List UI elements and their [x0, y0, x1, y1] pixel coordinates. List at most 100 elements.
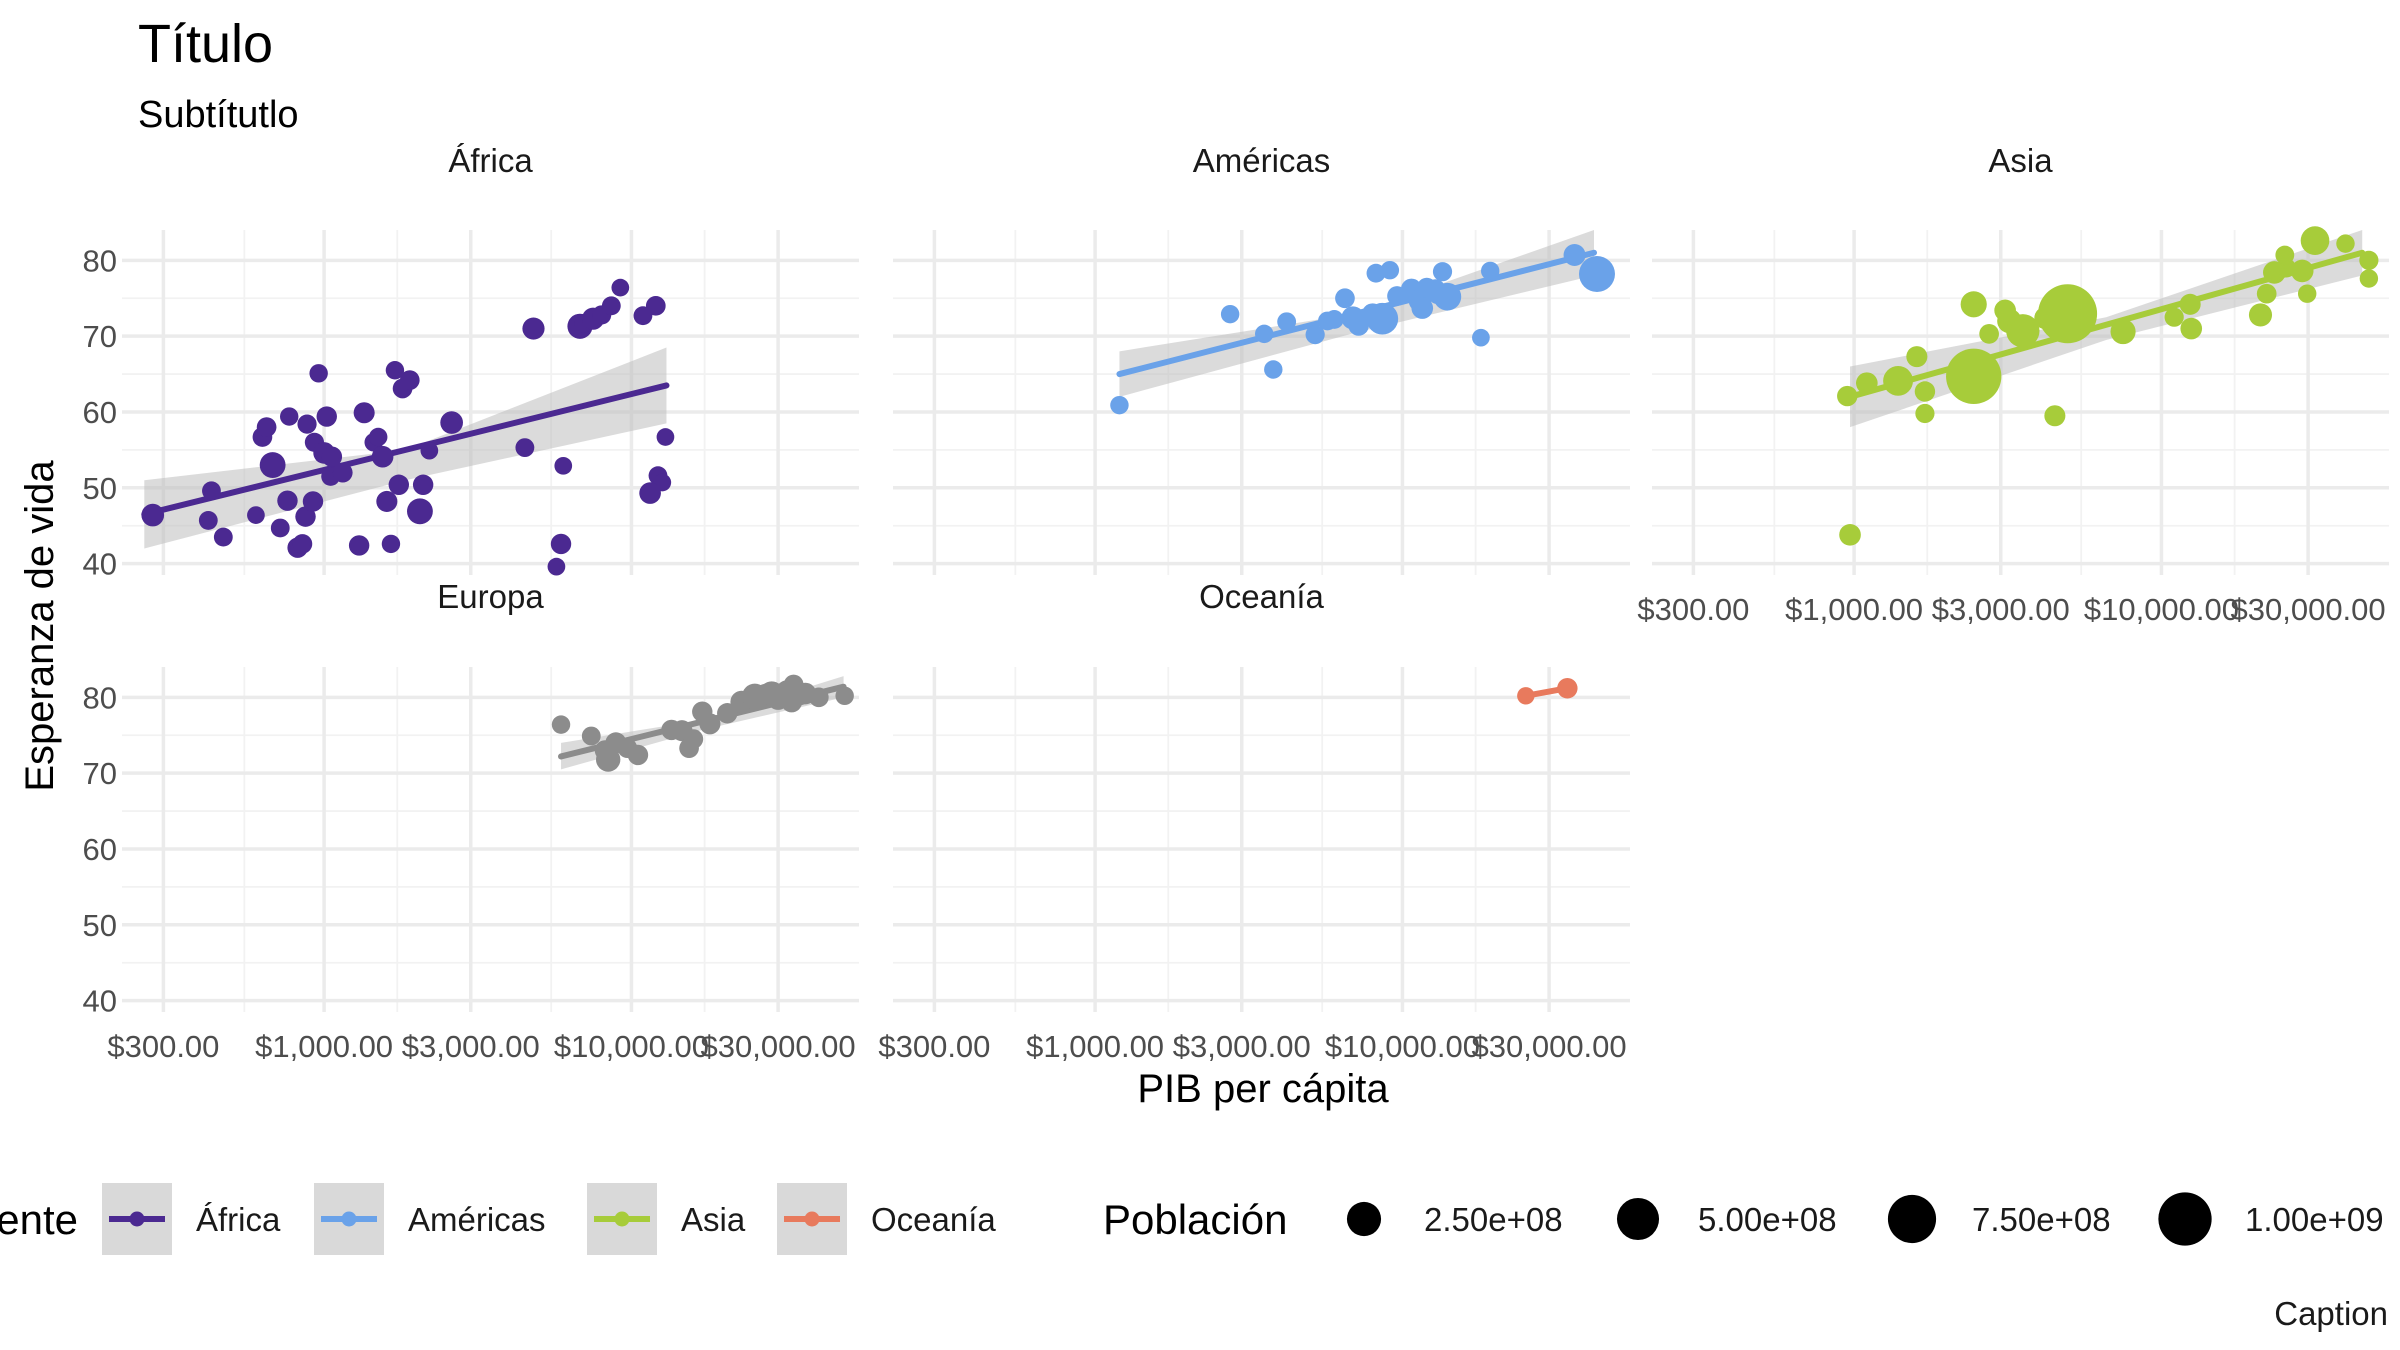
data-point: [2164, 307, 2184, 327]
data-point: [1277, 312, 1297, 332]
data-point: [256, 417, 277, 437]
data-point: [202, 481, 221, 501]
data-point: [1837, 385, 1858, 407]
data-point: [399, 370, 420, 390]
data-point: [259, 452, 286, 478]
data-point: [611, 278, 630, 297]
legend-color-title: Continente: [0, 1196, 78, 1243]
data-point: [547, 557, 566, 576]
x-tick-label: $10,000.00: [554, 1029, 709, 1064]
data-point: [2336, 234, 2355, 253]
data-point: [1883, 365, 1913, 396]
legend-color-label: Américas: [408, 1201, 546, 1238]
data-point: [2044, 405, 2066, 427]
data-point: [412, 474, 434, 495]
legend-key-point: [614, 1211, 630, 1227]
y-tick-label: 60: [83, 395, 117, 430]
y-tick-label: 80: [83, 243, 117, 278]
data-point: [1472, 328, 1490, 347]
data-point: [1517, 687, 1535, 705]
facet-2: Américas: [893, 142, 1630, 575]
facet-3: Asia $300.00 $1,000.00 $3,000.00 $10,000.00$…: [1637, 142, 2389, 627]
data-point: [2006, 314, 2040, 348]
data-point: [2179, 293, 2201, 315]
data-point: [1563, 244, 1586, 267]
data-point: [295, 506, 316, 527]
data-point: [808, 687, 829, 708]
data-point: [309, 364, 328, 383]
data-point: [683, 729, 704, 749]
legend-size-dot: [1616, 1197, 1660, 1241]
x-tick-label: $30,000.00: [1472, 1029, 1627, 1064]
data-point: [277, 490, 298, 511]
data-point: [302, 491, 324, 512]
legend-color-label: Asia: [681, 1201, 746, 1238]
x-tick-label: $10,000.00: [1325, 1029, 1480, 1064]
data-point: [247, 506, 265, 524]
x-tick-label: $300.00: [107, 1029, 219, 1064]
data-point: [1335, 288, 1355, 309]
data-point: [297, 414, 317, 434]
legend-color-item: Asia: [587, 1183, 746, 1255]
data-point: [2110, 319, 2136, 345]
legend-size-dot: [2158, 1192, 2212, 1246]
data-point: [1915, 403, 1935, 424]
data-point: [316, 406, 337, 427]
data-point: [141, 503, 165, 527]
data-point: [2248, 303, 2273, 327]
data-point: [522, 317, 545, 340]
facets-layer: África 40 50 60 70 80 Américas Asia $300.00 $1,00…: [83, 142, 2389, 1064]
data-point: [270, 518, 290, 538]
facet-1: África 40 50 60 70 80: [83, 142, 859, 582]
data-point: [1305, 325, 1325, 345]
facet-4: Europa 40 50 60 70 80 $300.00 $1,000.00 $3,000.0…: [83, 578, 859, 1064]
legend-size-item: 2.50e+08: [1346, 1201, 1563, 1238]
y-tick-label: 40: [83, 984, 117, 1019]
data-point: [332, 462, 353, 483]
data-point: [1324, 310, 1344, 329]
data-point: [515, 438, 535, 458]
data-point: [369, 427, 388, 447]
data-point: [1255, 324, 1274, 344]
data-point: [1348, 315, 1369, 336]
x-tick-label: $1,000.00: [1026, 1029, 1164, 1064]
x-tick-label: $30,000.00: [2231, 592, 2386, 627]
data-point: [1481, 261, 1500, 281]
legend-size-label: 5.00e+08: [1698, 1201, 1837, 1238]
x-tick-label: $30,000.00: [701, 1029, 856, 1064]
legend-key-point: [129, 1211, 145, 1227]
data-point: [581, 726, 601, 746]
data-point: [656, 428, 675, 446]
x-tick-label: $1,000.00: [255, 1029, 393, 1064]
legend-size-label: 2.50e+08: [1424, 1201, 1563, 1238]
data-point: [627, 744, 649, 766]
data-point: [292, 534, 313, 554]
data-point: [420, 441, 439, 460]
legend-size-label: 1.00e+09: [2245, 1201, 2384, 1238]
chart-subtitle: Subtítutlo: [138, 94, 299, 136]
data-point: [321, 446, 343, 467]
data-point: [1220, 304, 1240, 324]
data-point: [2180, 317, 2203, 340]
data-point: [2038, 284, 2098, 344]
data-point: [385, 361, 405, 380]
data-point: [551, 715, 571, 734]
x-tick-label: $300.00: [878, 1029, 990, 1064]
data-point: [2275, 245, 2295, 265]
facet-strip-label: Asia: [1988, 142, 2053, 179]
data-point: [2359, 269, 2379, 288]
data-point: [440, 411, 463, 434]
legend-size-dot: [1346, 1201, 1382, 1237]
x-tick-label: $3,000.00: [402, 1029, 540, 1064]
x-axis-title: PIB per cápita: [1137, 1067, 1389, 1111]
data-point: [1979, 324, 1999, 344]
facet-5: Oceanía $300.00 $1,000.00 $3,000.00 $10,000.…: [878, 578, 1630, 1064]
y-tick-label: 40: [83, 547, 117, 582]
data-point: [835, 686, 854, 706]
data-point: [1380, 260, 1400, 280]
x-tick-label: $1,000.00: [1785, 592, 1923, 627]
data-point: [198, 510, 218, 530]
legend-size-title: Población: [1103, 1196, 1287, 1243]
data-point: [213, 527, 233, 547]
